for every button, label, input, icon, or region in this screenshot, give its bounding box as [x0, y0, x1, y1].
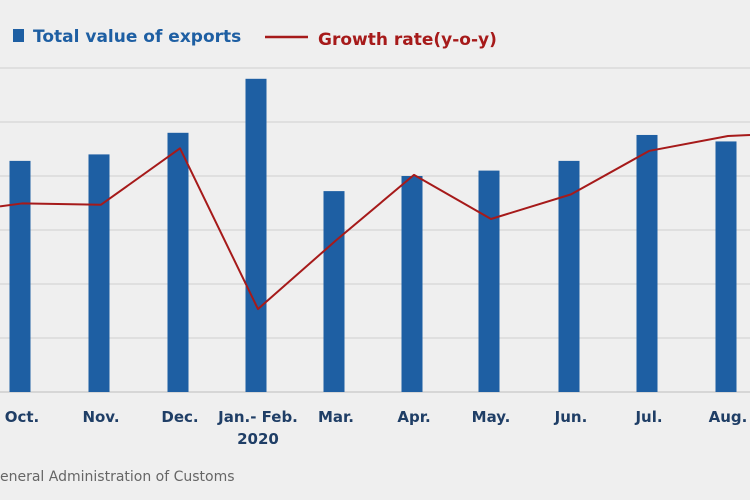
bar-0	[9, 160, 31, 392]
legend-swatch-exports	[13, 29, 24, 42]
x-tick-label-9: Aug.	[709, 408, 748, 426]
bar-2	[167, 132, 189, 393]
x-tick-label-2: Dec.	[161, 408, 198, 426]
x-tick-label-5: Apr.	[397, 408, 430, 426]
x-tick-label-6: May.	[472, 408, 511, 426]
x-tick-label-8: Jul.	[634, 408, 662, 426]
bar-3	[245, 78, 267, 393]
legend: Total value of exports Growth rate(y-o-y…	[13, 27, 497, 50]
legend-label-growth: Growth rate(y-o-y)	[318, 30, 497, 50]
growth-rate-line	[0, 134, 750, 311]
bars	[9, 78, 737, 393]
x-tick-label-7: Jun.	[554, 408, 588, 426]
x-tick-label-1: Nov.	[82, 408, 119, 426]
legend-label-exports: Total value of exports	[33, 27, 241, 47]
bar-6	[478, 170, 500, 392]
bar-9	[715, 141, 737, 392]
bar-8	[636, 134, 658, 392]
x-axis-ticks: Oct. Nov. Dec. Jan.- Feb. 2020 Mar. Apr. May. Ju…	[5, 408, 748, 448]
x-tick-label-0: Oct.	[5, 408, 40, 426]
bar-5	[401, 176, 423, 392]
gridlines	[0, 67, 750, 393]
growth-line-layer	[0, 134, 750, 311]
bar-7	[558, 160, 580, 392]
x-tick-label-4: Mar.	[318, 408, 354, 426]
bar-1	[88, 154, 110, 392]
source-note: eneral Administration of Customs	[0, 469, 235, 485]
x-tick-label-3: Jan.- Feb.	[217, 408, 298, 426]
x-tick-sublabel-3: 2020	[237, 430, 279, 448]
bar-4	[323, 191, 345, 392]
